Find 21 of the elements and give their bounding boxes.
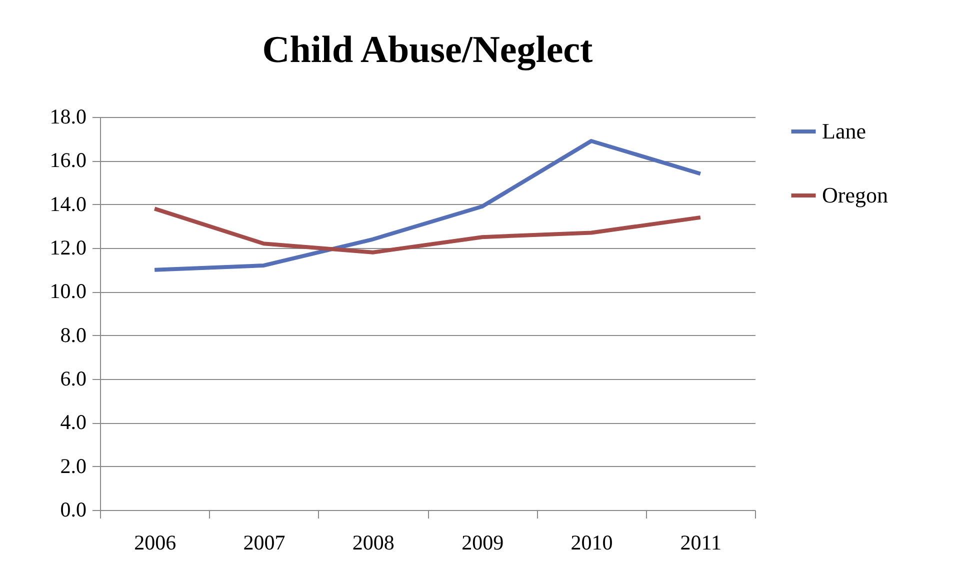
- y-tick-label: 4.0: [60, 410, 86, 434]
- x-tick-label: 2006: [134, 530, 176, 554]
- x-tick-label: 2010: [570, 530, 613, 554]
- line-series: [152, 206, 702, 254]
- y-tick-label: 18.0: [50, 104, 86, 128]
- legend-label: Lane: [822, 118, 866, 144]
- y-tick-label: 6.0: [60, 366, 86, 390]
- y-tick-label: 0.0: [60, 498, 86, 522]
- y-tick-label: 10.0: [50, 279, 86, 304]
- y-tick-label: 8.0: [60, 322, 86, 347]
- x-tick-label: 2008: [352, 530, 394, 554]
- y-tick-label: 14.0: [50, 192, 86, 216]
- legend-label: Oregon: [822, 182, 888, 208]
- x-tick-label: 2007: [243, 530, 286, 554]
- y-tick-label: 16.0: [50, 148, 86, 172]
- x-tick-label: 2009: [462, 530, 504, 554]
- chart-title: Child Abuse/Neglect: [262, 29, 594, 71]
- x-tick-label: 2011: [680, 530, 722, 554]
- y-tick-label: 12.0: [50, 236, 86, 260]
- y-tick-label: 2.0: [60, 454, 86, 478]
- line-series: [152, 139, 702, 272]
